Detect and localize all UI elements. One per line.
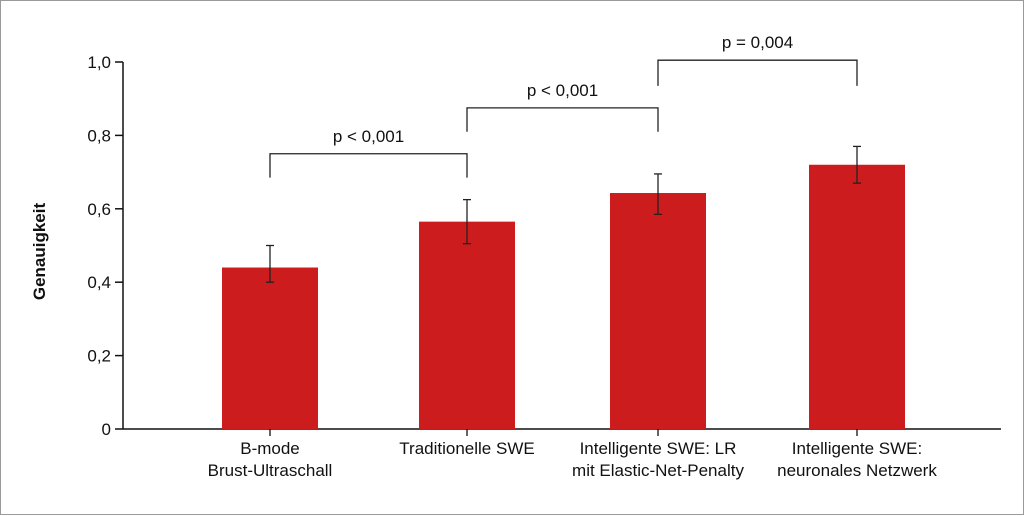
x-category-label: Intelligente SWE: — [792, 439, 922, 458]
y-tick-label: 1,0 — [87, 53, 111, 72]
x-category-label: neuronales Netzwerk — [777, 461, 937, 480]
significance-label: p < 0,001 — [333, 127, 404, 146]
y-tick-label: 0,2 — [87, 347, 111, 366]
x-category-label: Traditionelle SWE — [399, 439, 534, 458]
significance-label: p = 0,004 — [722, 33, 793, 52]
x-category-label: B-mode — [240, 439, 300, 458]
significance-bracket — [269, 153, 468, 178]
y-tick-label: 0 — [102, 420, 111, 439]
y-tick-label: 0,8 — [87, 126, 111, 145]
bar — [222, 267, 318, 429]
y-axis-label: Genauigkeit — [30, 203, 49, 301]
y-tick-label: 0,6 — [87, 200, 111, 219]
significance-bracket — [657, 59, 858, 86]
bar — [419, 221, 515, 429]
significance-bracket — [466, 107, 659, 132]
y-tick-label: 0,4 — [87, 273, 111, 292]
x-category-label: mit Elastic-Net-Penalty — [572, 461, 744, 480]
bar — [809, 164, 905, 429]
bar — [610, 193, 706, 429]
x-category-label: Intelligente SWE: LR — [580, 439, 737, 458]
significance-label: p < 0,001 — [527, 81, 598, 100]
x-category-label: Brust-Ultraschall — [208, 461, 333, 480]
